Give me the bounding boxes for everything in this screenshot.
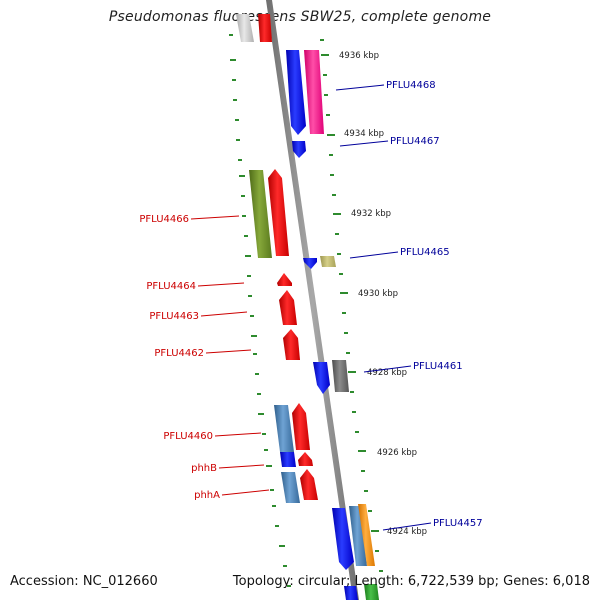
gene-label-phhb[interactable]: phhB xyxy=(191,463,217,474)
genome-summary-text: Topology: circular; Length: 6,722,539 bp… xyxy=(232,574,590,589)
reverse-genes xyxy=(286,50,379,600)
gene-label-pflu4467[interactable]: PFLU4467 xyxy=(390,136,440,147)
scale-label: 4934 kbp xyxy=(344,129,384,139)
gene-pflu4457 xyxy=(332,508,354,570)
scale-label: 4936 kbp xyxy=(339,51,379,61)
gene-pflu4468-magenta xyxy=(304,50,324,134)
right-ruler xyxy=(320,39,383,572)
gene-label-pflu4468[interactable]: PFLU4468 xyxy=(386,80,436,91)
gene-labels: PFLU4466 PFLU4464 PFLU4463 PFLU4462 PFLU… xyxy=(139,80,482,529)
gene-label-pflu4457[interactable]: PFLU4457 xyxy=(433,518,483,529)
gene-pflu4465-khaki xyxy=(320,256,336,267)
gene-pflu4460-steel xyxy=(274,405,294,452)
gene-pflu4457-orange xyxy=(358,504,375,566)
leader-lines xyxy=(190,84,432,531)
scale-label: 4930 kbp xyxy=(358,289,398,299)
scale-labels: 4936 kbp 4934 kbp 4932 kbp 4930 kbp 4928… xyxy=(339,51,427,537)
gene-pflu4463 xyxy=(279,290,297,325)
gene-bottom-blue xyxy=(344,586,358,600)
gene-top-red xyxy=(258,14,272,42)
gene-label-pflu4466[interactable]: PFLU4466 xyxy=(139,214,189,225)
gene-pflu4466 xyxy=(268,169,289,256)
scale-label: 4926 kbp xyxy=(377,448,417,458)
gene-phhB-blue xyxy=(280,452,296,467)
gene-pflu4466-olive xyxy=(249,170,272,258)
gene-pflu4464 xyxy=(277,273,292,286)
gene-label-pflu4462[interactable]: PFLU4462 xyxy=(154,348,204,359)
gene-label-phha[interactable]: phhA xyxy=(194,490,220,501)
gene-phhA-steel xyxy=(281,472,300,503)
scale-label: 4924 kbp xyxy=(387,527,427,537)
gene-label-pflu4463[interactable]: PFLU4463 xyxy=(149,311,199,322)
scale-label: 4932 kbp xyxy=(351,209,391,219)
accession-text: Accession: NC_012660 xyxy=(10,574,158,589)
gene-bottom-green xyxy=(364,584,379,600)
forward-genes xyxy=(236,14,318,503)
gene-pflu4465 xyxy=(303,258,317,269)
gene-pflu4461 xyxy=(313,362,330,394)
gene-pflu4460 xyxy=(292,403,310,450)
genome-backbone xyxy=(266,0,359,600)
scale-label: 4928 kbp xyxy=(367,368,407,378)
gene-top-lightgray xyxy=(236,14,254,42)
gene-pflu4467 xyxy=(292,141,306,158)
gene-phhA xyxy=(300,469,318,500)
map-title: Pseudomonas fluorescens SBW25, complete … xyxy=(108,9,492,25)
gene-pflu4462 xyxy=(283,329,300,360)
gene-label-pflu4465[interactable]: PFLU4465 xyxy=(400,247,450,258)
gene-label-pflu4460[interactable]: PFLU4460 xyxy=(163,431,213,442)
gene-label-pflu4464[interactable]: PFLU4464 xyxy=(146,281,196,292)
gene-pflu4468 xyxy=(286,50,306,135)
gene-phhB xyxy=(298,452,313,466)
gene-pflu4457-steel xyxy=(349,506,367,566)
gene-pflu4461-gray xyxy=(332,360,349,392)
left-ruler xyxy=(229,34,291,587)
gene-label-pflu4461[interactable]: PFLU4461 xyxy=(413,361,463,372)
tick-rulers xyxy=(229,34,383,587)
